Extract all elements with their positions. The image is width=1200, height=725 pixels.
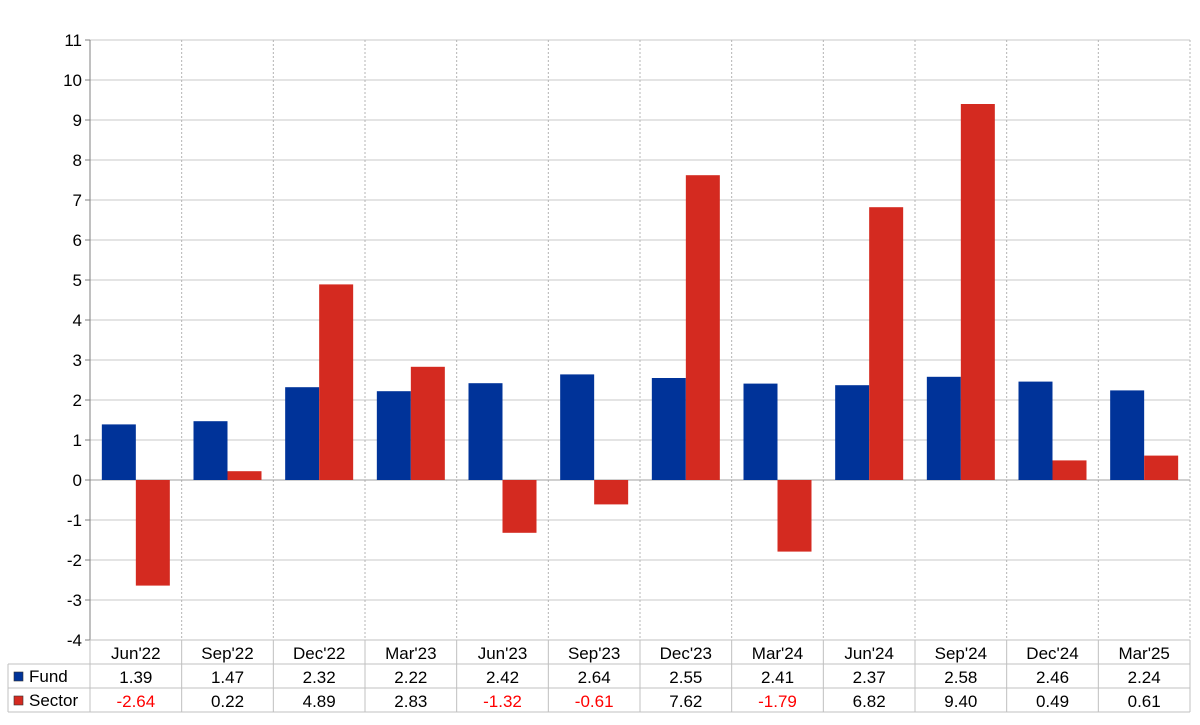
fund-legend-label: Fund: [29, 667, 68, 686]
y-tick-label: 3: [73, 351, 82, 370]
x-tick-label: Jun'24: [844, 644, 894, 663]
y-tick-label: 6: [73, 231, 82, 250]
x-tick-label: Jun'23: [478, 644, 528, 663]
fund-bar: [468, 383, 503, 480]
y-tick-label: 11: [64, 31, 82, 50]
y-tick-label: -1: [67, 511, 82, 530]
fund-legend-swatch: [13, 671, 24, 682]
sector-bar: [227, 471, 262, 480]
x-tick-label: Mar'24: [752, 644, 803, 663]
fund-bar: [1018, 381, 1053, 480]
sector-bar: [135, 480, 170, 586]
axis-layer: -4 -3 -2 -1 0 1 2 3 4 5 6 7 8 9 10 11: [63, 31, 91, 650]
fund-bar: [101, 424, 136, 480]
sector-bar: [410, 366, 445, 480]
bar-layer: [101, 104, 1179, 586]
x-tick-label: Dec'23: [660, 644, 712, 663]
sector-value-label: -1.32: [483, 692, 522, 711]
sector-value-label: -0.61: [575, 692, 614, 711]
fund-value-label: 2.22: [394, 668, 427, 687]
y-tick-label: -4: [67, 631, 82, 650]
y-tick-label: 5: [73, 271, 82, 290]
sector-value-label: 0.22: [211, 692, 244, 711]
fund-value-label: 2.41: [761, 668, 794, 687]
fund-value-label: 2.46: [1036, 668, 1069, 687]
sector-value-label: 7.62: [669, 692, 702, 711]
x-tick-label: Sep'22: [201, 644, 253, 663]
sector-value-label: 0.49: [1036, 692, 1069, 711]
sector-bar: [594, 480, 629, 505]
fund-bar: [376, 391, 411, 480]
fund-bar: [651, 378, 686, 480]
fund-value-label: 2.58: [944, 668, 977, 687]
y-tick-label: -2: [67, 551, 82, 570]
fund-value-label: 2.37: [853, 668, 886, 687]
fund-value-label: 2.64: [578, 668, 611, 687]
fund-value-label: 2.42: [486, 668, 519, 687]
fund-bar: [560, 374, 595, 480]
x-tick-label: Dec'24: [1026, 644, 1078, 663]
sector-bar: [319, 284, 354, 480]
x-tick-label: Mar'25: [1118, 644, 1169, 663]
x-tick-label: Dec'22: [293, 644, 345, 663]
sector-legend-label: Sector: [29, 691, 78, 710]
data-table: Jun'22 Sep'22 Dec'22 Mar'23 Jun'23 Sep'23 Dec'…: [7, 639, 1191, 713]
sector-bar: [869, 207, 904, 480]
fund-value-label: 2.24: [1128, 668, 1161, 687]
x-tick-label: Sep'23: [568, 644, 620, 663]
y-tick-label: 0: [73, 471, 82, 490]
grid-layer: [85, 39, 1191, 641]
x-tick-label: Jun'22: [111, 644, 161, 663]
sector-value-label: -2.64: [116, 692, 155, 711]
y-tick-label: 4: [73, 311, 82, 330]
sector-bar: [960, 104, 995, 480]
y-tick-label: -3: [67, 591, 82, 610]
fund-value-label: 2.32: [303, 668, 336, 687]
fund-bar: [285, 387, 320, 480]
fund-value-label: 1.47: [211, 668, 244, 687]
y-tick-label: 1: [73, 431, 82, 450]
sector-legend-swatch: [13, 695, 24, 706]
sector-value-label: -1.79: [758, 692, 797, 711]
x-tick-label: Sep'24: [935, 644, 987, 663]
y-tick-label: 9: [73, 111, 82, 130]
fund-bar: [1110, 390, 1145, 480]
y-tick-label: 8: [73, 151, 82, 170]
fund-bar: [193, 421, 228, 480]
fund-value-label: 2.55: [669, 668, 702, 687]
fund-bar: [926, 376, 961, 480]
sector-bar: [1144, 455, 1179, 480]
fund-bar: [743, 383, 778, 480]
sector-value-label: 6.82: [853, 692, 886, 711]
sector-value-label: 0.61: [1128, 692, 1161, 711]
x-tick-label: Mar'23: [385, 644, 436, 663]
y-tick-label: 7: [73, 191, 82, 210]
fund-value-label: 1.39: [119, 668, 152, 687]
y-tick-label: 2: [73, 391, 82, 410]
fund-bar: [835, 385, 870, 480]
sector-value-label: 2.83: [394, 692, 427, 711]
sector-bar: [502, 480, 537, 533]
sector-bar: [1052, 460, 1087, 480]
sector-bar: [685, 175, 720, 480]
sector-value-label: 9.40: [944, 692, 977, 711]
sector-bar: [777, 480, 812, 552]
y-tick-label: 10: [63, 71, 82, 90]
sector-value-label: 4.89: [303, 692, 336, 711]
